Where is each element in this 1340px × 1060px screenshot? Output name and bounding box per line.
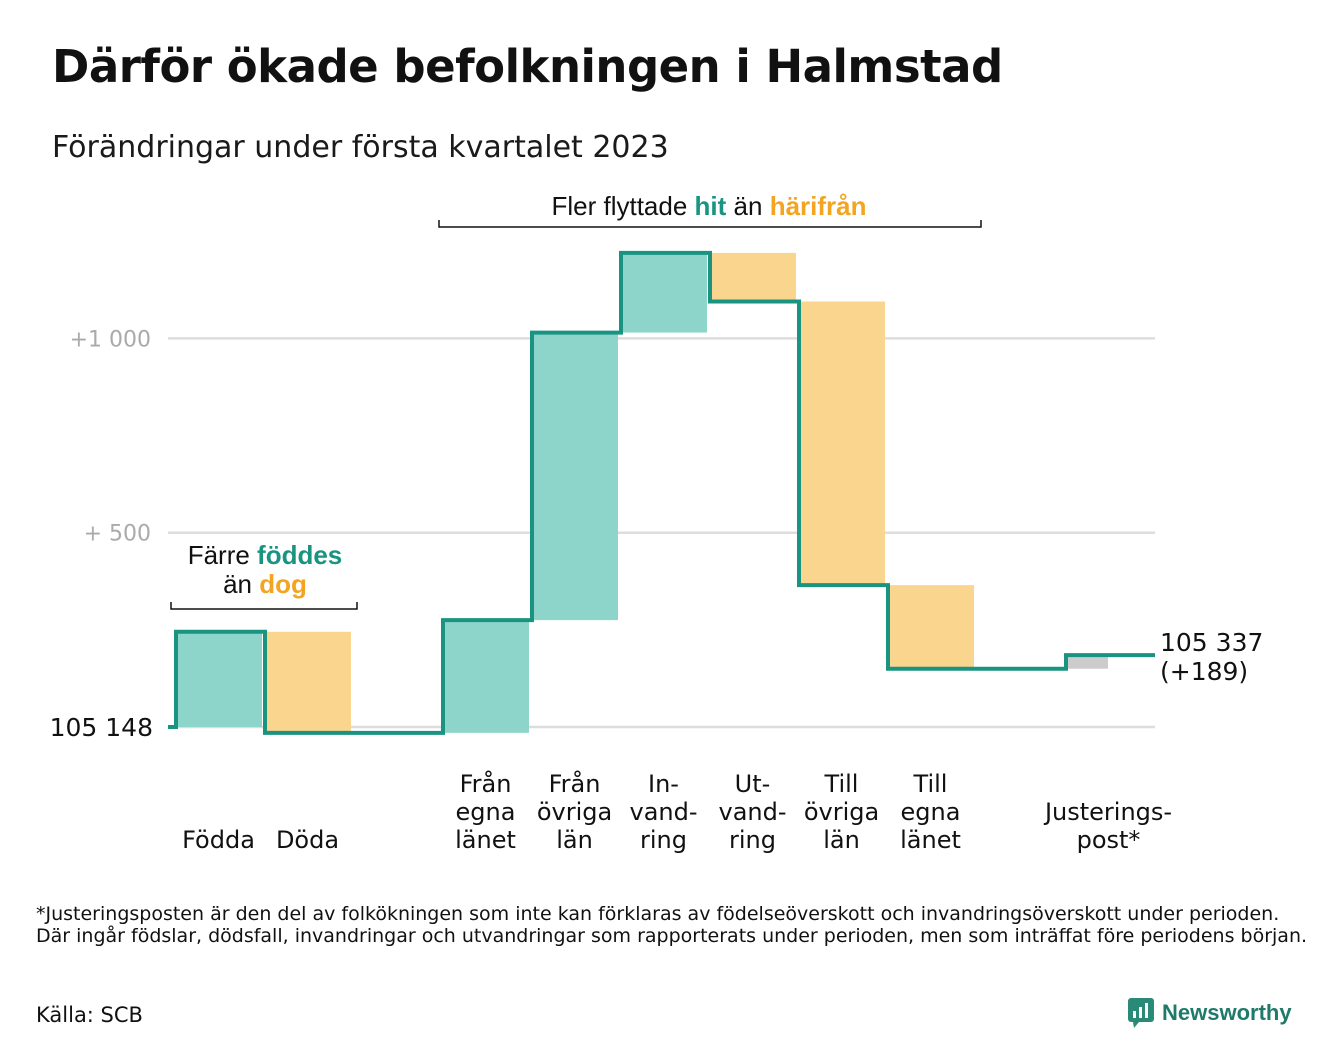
bar-increase <box>176 631 262 727</box>
source-note: Källa: SCB <box>36 1003 143 1027</box>
chart-title: Därför ökade befolkningen i Halmstad <box>52 40 1003 93</box>
bar-decrease <box>888 585 974 669</box>
moves-annotation: Fler flyttade hit än härifrån <box>551 191 866 221</box>
x-tick-label: Justerings- <box>1043 798 1172 826</box>
x-tick-label: vand- <box>629 798 697 826</box>
y-tick-labels: + 500 +1 000 <box>70 327 151 546</box>
y-tick-label: + 500 <box>84 522 151 547</box>
bar-increase <box>443 620 529 733</box>
x-tick-label: övriga <box>537 798 612 826</box>
x-tick-label: övriga <box>804 798 879 826</box>
end-change-label: (+189) <box>1160 657 1248 686</box>
moves-bracket <box>438 220 982 228</box>
x-tick-label: Från <box>549 769 601 798</box>
x-tick-label: Till <box>913 770 948 798</box>
bar-increase <box>621 252 707 333</box>
start-value-label: 105 148 <box>50 713 153 742</box>
x-tick-label: län <box>823 826 860 854</box>
bars <box>176 252 1108 733</box>
x-tick-label: vand- <box>718 798 786 826</box>
end-value-label: 105 337 <box>1160 628 1263 657</box>
x-tick-label: länet <box>455 826 516 854</box>
x-tick-label: ring <box>729 826 776 854</box>
brand-name: Newsworthy <box>1162 1000 1292 1025</box>
x-tick-label: Döda <box>276 826 339 854</box>
births-annotation-line1: Färre föddes <box>188 540 343 570</box>
x-tick-label: länet <box>900 826 961 854</box>
bar-decrease <box>710 252 796 302</box>
y-tick-label: +1 000 <box>70 327 151 352</box>
births-bracket <box>170 602 358 610</box>
x-tick-label: Från <box>460 769 512 798</box>
x-tick-label: In- <box>648 770 679 798</box>
x-tick-label: ring <box>640 826 687 854</box>
cumulative-step-line <box>168 250 1155 735</box>
x-tick-label: post* <box>1077 826 1141 854</box>
bar-decrease <box>265 631 351 733</box>
footnote: *Justeringsposten är den del av folkökni… <box>36 903 1308 947</box>
bar-adjustment <box>1068 655 1108 669</box>
waterfall-chart: + 500 +1 000 105 148 105 337(+189) Födda Dö… <box>50 191 1264 854</box>
x-tick-label: egna <box>901 798 961 826</box>
x-tick-label: Ut- <box>735 770 771 798</box>
x-tick-label: egna <box>456 798 516 826</box>
x-tick-label: Födda <box>182 826 255 854</box>
x-tick-label: län <box>556 826 593 854</box>
chart-subtitle: Förändringar under första kvartalet 2023 <box>52 130 669 165</box>
newsworthy-icon <box>1128 998 1154 1028</box>
x-tick-label: Till <box>824 770 859 798</box>
bar-increase <box>532 332 618 621</box>
x-tick-labels: Födda DödaFrånegnalänetFrånövrigalänIn-va… <box>182 769 1172 854</box>
newsworthy-logo: Newsworthy <box>1128 998 1292 1028</box>
endpoint-labels: 105 148 105 337(+189) <box>50 628 1264 742</box>
bar-decrease <box>799 301 885 586</box>
births-annotation-line2: än dog <box>223 569 307 599</box>
